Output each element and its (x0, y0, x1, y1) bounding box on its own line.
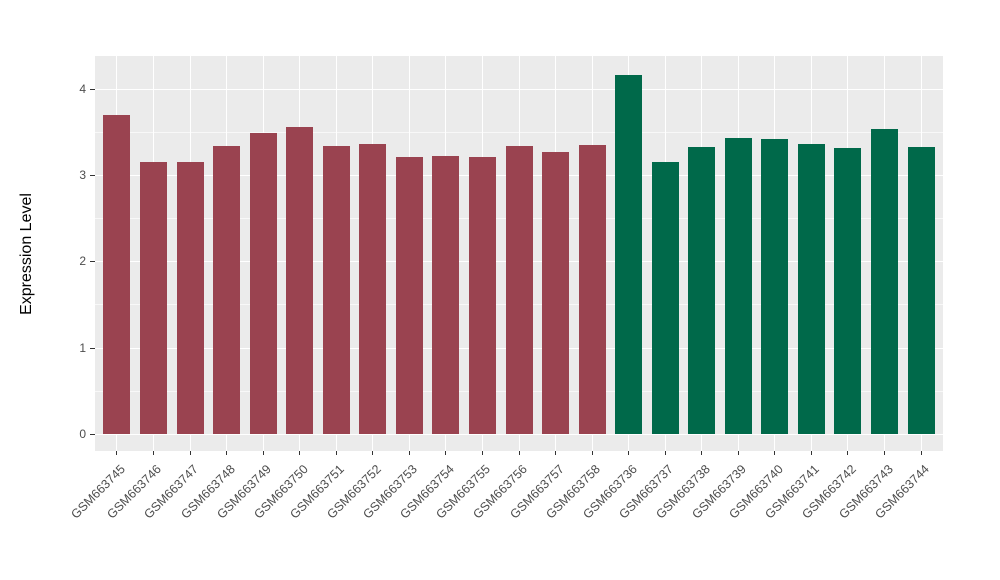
bar-GSM663748 (213, 146, 241, 434)
y-tick-label-2: 2 (79, 254, 86, 269)
x-tick-mark-GSM663747 (189, 451, 191, 455)
y-tick-label-0: 0 (79, 427, 86, 441)
x-tick-mark-GSM663752 (372, 451, 374, 455)
x-tick-mark-GSM663750 (299, 451, 301, 455)
bar-GSM663742 (834, 148, 862, 434)
bar-GSM663746 (139, 161, 167, 434)
bar-GSM663743 (871, 129, 899, 434)
x-tick-mark-GSM663754 (445, 451, 447, 455)
bar-GSM663745 (103, 115, 131, 434)
x-tick-mark-GSM663744 (920, 451, 922, 455)
x-tick-mark-GSM663743 (884, 451, 886, 455)
y-tick-mark-4 (90, 88, 95, 90)
x-tick-mark-GSM663741 (810, 451, 812, 455)
x-tick-mark-GSM663756 (518, 451, 520, 455)
y-tick-label-1: 1 (79, 340, 86, 355)
y-tick-mark-3 (90, 174, 95, 176)
x-tick-mark-GSM663748 (226, 451, 228, 455)
x-tick-mark-GSM663755 (481, 451, 483, 455)
bar-GSM663755 (468, 156, 496, 434)
y-tick-mark-2 (90, 261, 95, 263)
x-tick-mark-GSM663738 (701, 451, 703, 455)
bar-GSM663757 (542, 151, 570, 434)
x-tick-mark-GSM663746 (152, 451, 154, 455)
bar-GSM663740 (761, 138, 789, 434)
x-tick-mark-GSM663737 (664, 451, 666, 455)
y-tick-label-3: 3 (79, 167, 86, 182)
bar-GSM663747 (176, 161, 204, 434)
bar-GSM663749 (249, 132, 277, 434)
x-tick-mark-GSM663736 (628, 451, 630, 455)
y-tick-mark-1 (90, 347, 95, 349)
x-tick-mark-GSM663757 (555, 451, 557, 455)
y-tick-mark-0 (90, 434, 95, 435)
bar-GSM663756 (505, 146, 533, 434)
bar-GSM663736 (615, 74, 643, 434)
bar-GSM663758 (578, 144, 606, 434)
x-tick-mark-GSM663753 (408, 451, 410, 455)
bar-GSM663751 (322, 146, 350, 434)
plot-panel (95, 56, 943, 451)
x-tick-mark-GSM663749 (262, 451, 264, 455)
x-tick-mark-GSM663758 (591, 451, 593, 455)
x-tick-mark-GSM663745 (116, 451, 118, 455)
bar-GSM663744 (907, 147, 935, 434)
bar-GSM663738 (688, 147, 716, 434)
y-axis-title-box: Expression Level (10, 56, 44, 451)
bar-GSM663750 (286, 127, 314, 434)
y-tick-label-4: 4 (79, 81, 86, 96)
bar-GSM663741 (797, 143, 825, 434)
bar-GSM663752 (359, 143, 387, 434)
bar-GSM663739 (724, 137, 752, 434)
x-tick-mark-GSM663740 (774, 451, 776, 455)
x-tick-mark-GSM663751 (335, 451, 337, 455)
x-tick-mark-GSM663739 (737, 451, 739, 455)
x-tick-mark-GSM663742 (847, 451, 849, 455)
y-axis-title: Expression Level (18, 192, 35, 315)
bar-GSM663754 (432, 155, 460, 434)
bar-GSM663753 (395, 156, 423, 434)
bar-GSM663737 (651, 161, 679, 434)
